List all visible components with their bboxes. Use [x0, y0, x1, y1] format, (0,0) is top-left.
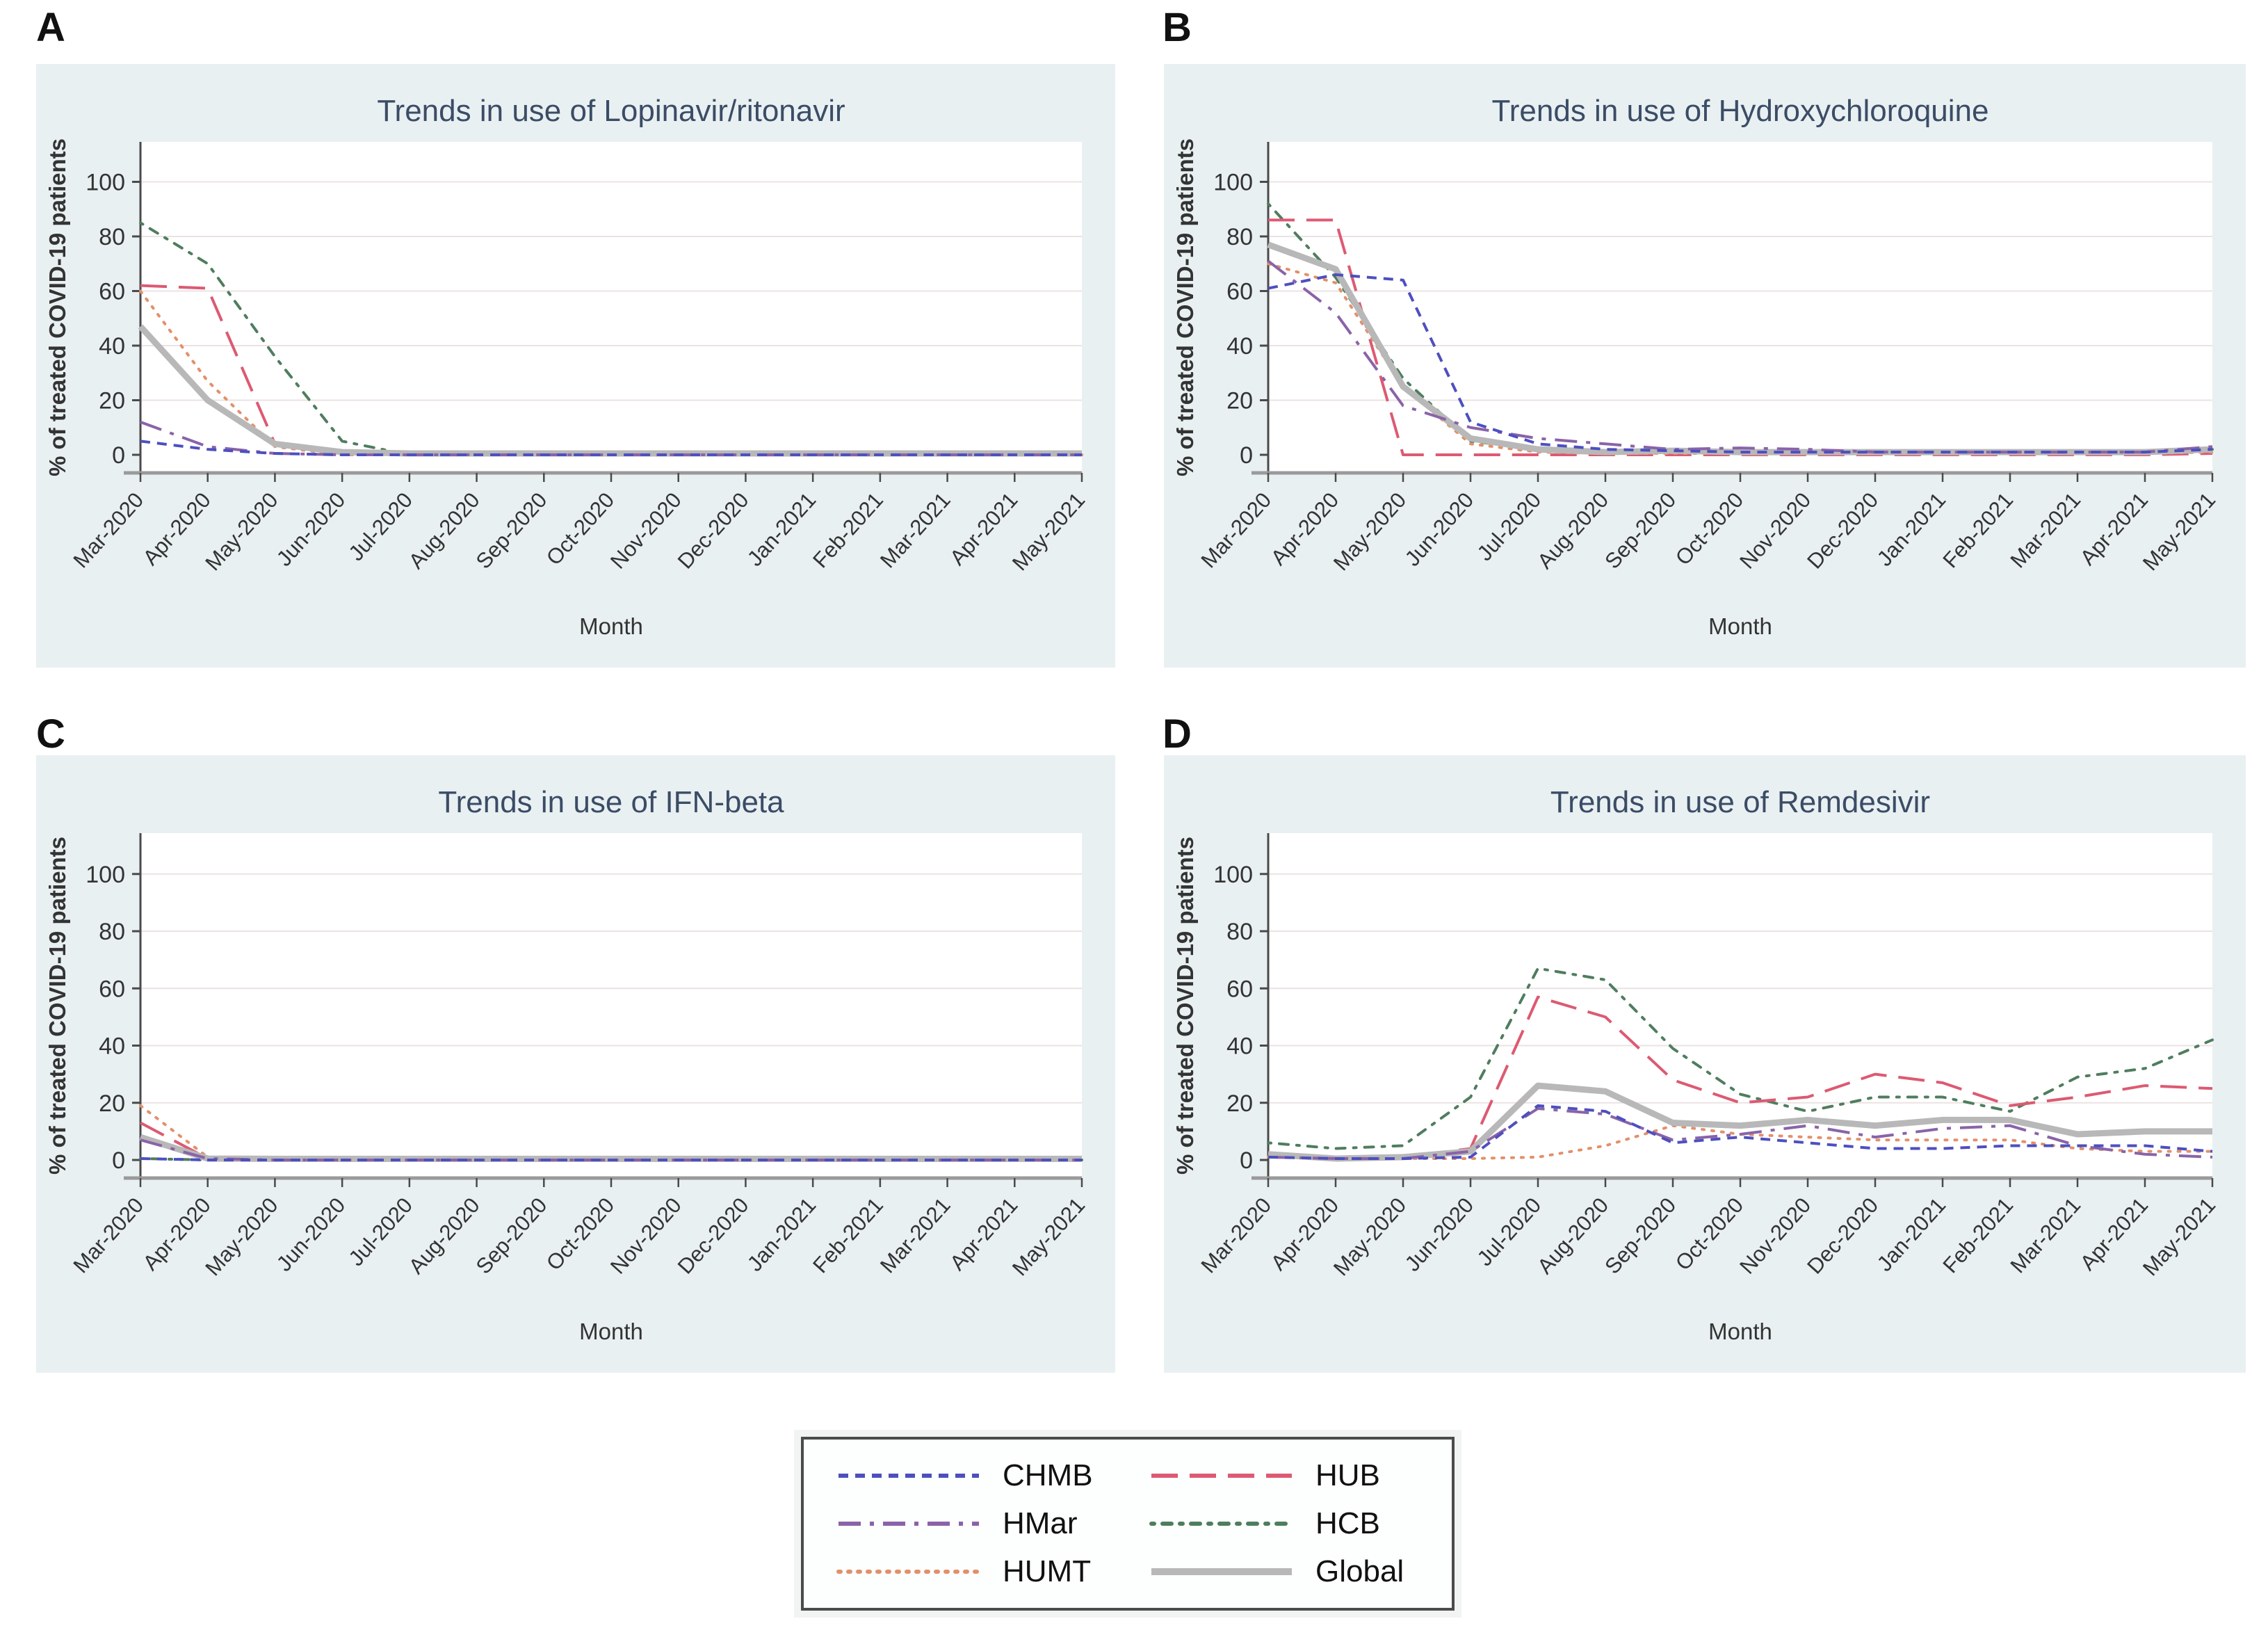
series-line-chmb — [140, 1157, 1082, 1161]
x-axis-title: Month — [1708, 1319, 1772, 1344]
legend: CHMB HMar HUMT HUB HCB Global — [801, 1437, 1455, 1611]
chmb-line-sample-icon — [839, 1474, 979, 1478]
legend-label-humt: HUMT — [1003, 1554, 1092, 1588]
y-tick-label: 0 — [1240, 1147, 1253, 1174]
y-tick-label: 60 — [99, 976, 125, 1002]
panel-letter-d: D — [1163, 711, 1192, 757]
panel-letter-c: C — [36, 711, 65, 757]
panel-lopinavir-chart: Trends in use of Lopinavir/ritonavir 0 20 4… — [36, 64, 1115, 668]
legend-item-hub: HUB — [1149, 1458, 1420, 1493]
legend-item-humt: HUMT — [836, 1554, 1107, 1589]
panel-ifn-beta-chart: Trends in use of IFN-beta 0 20 40 60 80 100 Mar… — [36, 755, 1115, 1373]
y-tick-label: 80 — [99, 919, 125, 945]
y-tick-label: 40 — [1226, 333, 1253, 360]
y-tick-label: 100 — [1213, 862, 1253, 888]
series-line-chmb — [1267, 273, 2213, 454]
lopinavir-line-chart: Trends in use of Lopinavir/ritonavir 0 20 4… — [36, 64, 1115, 668]
plot-area — [1268, 142, 2212, 473]
legend-label-hub: HUB — [1315, 1458, 1380, 1493]
y-tick-label: 0 — [1240, 442, 1253, 469]
hydroxychloroquine-line-chart: Trends in use of Hydroxychloroquine 0 20 40… — [1164, 64, 2246, 668]
legend-label-hmar: HMar — [1003, 1506, 1078, 1540]
y-tick-label: 0 — [112, 442, 125, 469]
chart-title: Trends in use of Remdesivir — [1550, 785, 1930, 819]
chart-title: Trends in use of Hydroxychloroquine — [1492, 94, 1989, 128]
series-line-chmb — [1267, 1104, 2213, 1160]
legend-label-global: Global — [1315, 1554, 1404, 1588]
series-line-hcb — [1267, 967, 2214, 1150]
series-line-hmar — [1267, 1106, 2213, 1160]
y-tick-label: 40 — [99, 1033, 125, 1060]
legend-label-chmb: CHMB — [1003, 1458, 1093, 1493]
legend-item-hcb: HCB — [1149, 1506, 1420, 1541]
y-tick-label: 80 — [1226, 224, 1253, 250]
legend-item-global: Global — [1149, 1554, 1420, 1589]
hub-line-sample-icon — [1151, 1474, 1292, 1478]
x-axis-title: Month — [579, 613, 643, 639]
y-tick-label: 80 — [99, 224, 125, 250]
plot-area — [140, 833, 1082, 1178]
chart-title: Trends in use of Lopinavir/ritonavir — [377, 94, 845, 128]
y-tick-label: 0 — [112, 1147, 125, 1174]
plot-area — [1268, 833, 2212, 1178]
hmar-line-sample-icon — [839, 1521, 979, 1526]
ifn-beta-line-chart: Trends in use of IFN-beta020406080100Mar… — [36, 755, 1115, 1373]
y-axis-title: % of treated COVID-19 patients — [1172, 138, 1198, 476]
series-line-global — [1267, 1082, 2212, 1162]
y-tick-label: 60 — [1226, 976, 1253, 1002]
y-tick-label: 20 — [1226, 1090, 1253, 1117]
remdesivir-line-chart: Trends in use of Remdesivir 0 20 40 60 80 100 M… — [1164, 755, 2246, 1373]
y-axis-title: % of treated COVID-19 patients — [44, 837, 70, 1175]
legend-item-hmar: HMar — [836, 1506, 1107, 1541]
series-line-hmar — [1267, 259, 2213, 454]
panel-hydroxychloroquine-chart: Trends in use of Hydroxychloroquine 0 20 40… — [1164, 64, 2246, 668]
global-line-sample-icon — [1151, 1568, 1292, 1575]
y-tick-label: 60 — [1226, 278, 1253, 305]
y-tick-label: 20 — [99, 387, 125, 414]
hcb-line-sample-icon — [1149, 1521, 1294, 1526]
y-tick-label: 100 — [86, 169, 125, 195]
y-tick-label: 80 — [1226, 919, 1253, 945]
panel-letter-b: B — [1163, 5, 1192, 50]
legend-item-chmb: CHMB — [836, 1458, 1107, 1493]
y-tick-label: 60 — [99, 278, 125, 305]
series-line-chmb — [140, 440, 1082, 456]
panel-remdesivir-chart: Trends in use of Remdesivir 0 20 40 60 80 100 M… — [1164, 755, 2246, 1373]
y-axis-title: % of treated COVID-19 patients — [1172, 837, 1198, 1175]
plot-area — [140, 142, 1082, 473]
x-axis-title: Month — [579, 1319, 643, 1344]
y-tick-label: 40 — [99, 333, 125, 360]
panel-letter-a: A — [36, 5, 65, 50]
chart-title: Trends in use of IFN-beta — [438, 785, 784, 819]
y-tick-label: 40 — [1226, 1033, 1253, 1060]
y-tick-label: 100 — [1213, 169, 1253, 195]
y-tick-label: 20 — [1226, 387, 1253, 414]
legend-label-hcb: HCB — [1315, 1506, 1380, 1540]
x-axis-title: Month — [1708, 613, 1772, 639]
humt-line-sample-icon — [836, 1569, 981, 1574]
y-tick-label: 100 — [86, 862, 125, 888]
y-axis-title: % of treated COVID-19 patients — [44, 138, 70, 476]
y-tick-label: 20 — [99, 1090, 125, 1117]
